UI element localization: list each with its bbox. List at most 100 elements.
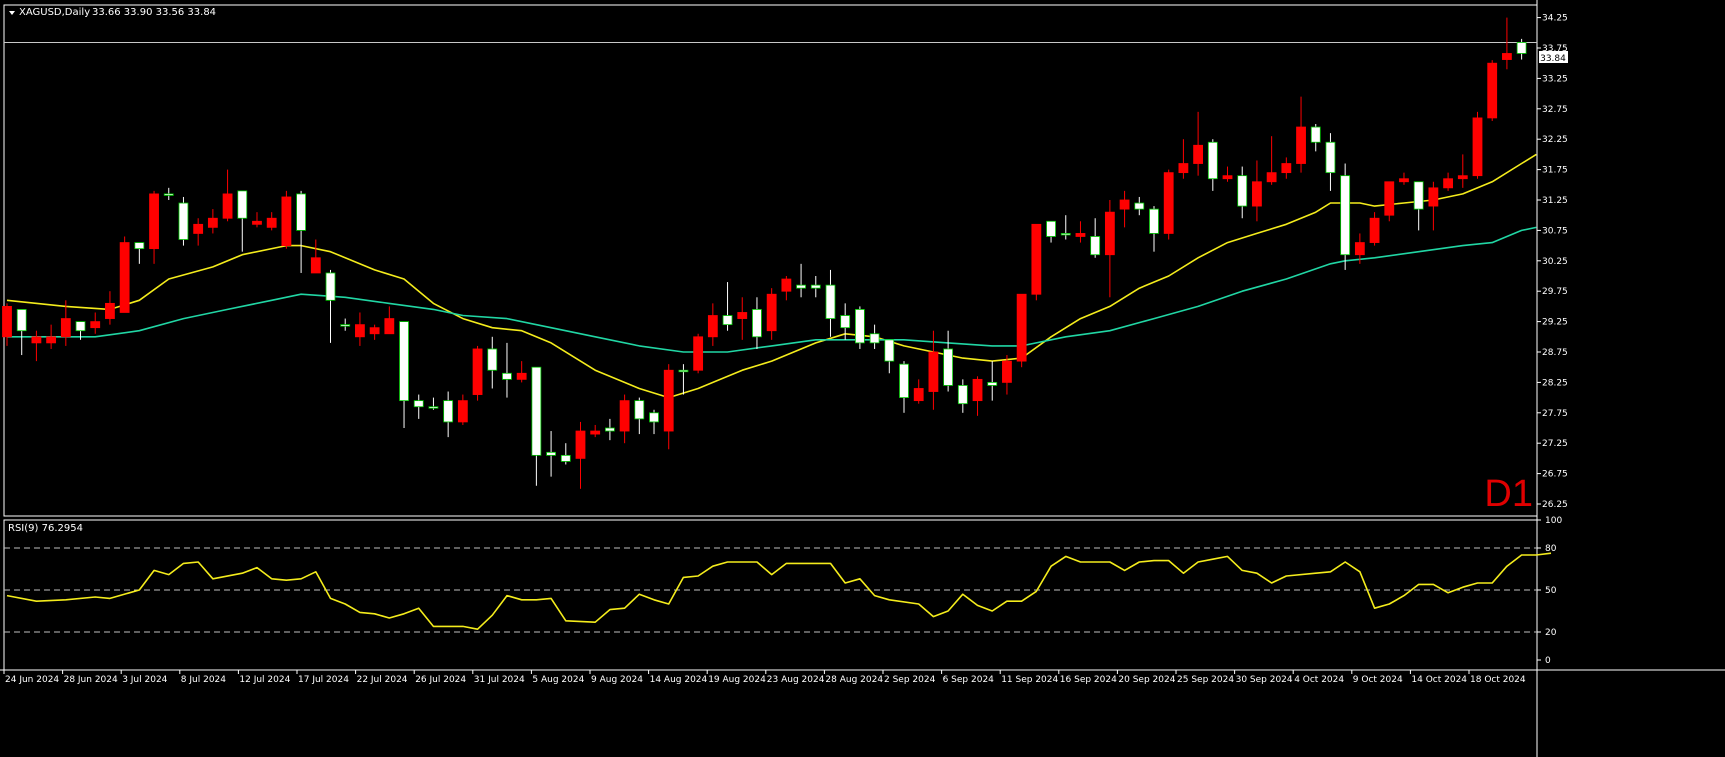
candle-body-bear	[207, 217, 218, 228]
candle	[1369, 212, 1380, 246]
candle	[105, 291, 115, 325]
candle-body-bull	[957, 385, 968, 405]
candle-body-bear	[457, 400, 468, 423]
candle-body-bull	[840, 315, 851, 329]
candle	[31, 330, 42, 362]
candle	[605, 418, 615, 441]
candle	[1178, 139, 1189, 179]
candle	[1384, 181, 1395, 222]
current-price-marker: 33.84	[1539, 51, 1568, 64]
time-tick-label: 20 Sep 2024	[1118, 675, 1175, 685]
candle-body-bull	[134, 242, 145, 250]
candle-body-bull	[678, 369, 689, 373]
candle-body-bull	[75, 321, 86, 332]
candle	[678, 364, 689, 395]
candle-body-bull	[796, 284, 806, 289]
candle-body-bear	[781, 278, 792, 292]
candle	[487, 336, 498, 389]
time-tick-label: 28 Aug 2024	[825, 675, 883, 685]
time-tick-label: 30 Sep 2024	[1236, 675, 1293, 685]
candle	[310, 239, 321, 274]
time-tick-label: 3 Jul 2024	[122, 675, 167, 685]
candle-body-bear	[972, 378, 983, 402]
candle-body-bear	[516, 372, 527, 380]
candle-body-bear	[1031, 223, 1042, 295]
candle	[75, 321, 86, 340]
candle-body-bull	[605, 427, 615, 432]
candle	[163, 187, 174, 200]
candle	[854, 306, 865, 349]
candle-body-bull	[1310, 126, 1321, 143]
candle-body-bear	[1502, 53, 1512, 60]
candle-body-bear	[1163, 172, 1174, 234]
candle	[149, 190, 159, 264]
candle	[222, 169, 233, 222]
main-pane-frame	[3, 4, 1538, 517]
candle-body-bull	[399, 321, 409, 402]
time-tick-label: 28 Jun 2024	[64, 675, 118, 685]
candle	[1046, 220, 1056, 243]
candle-body-bull	[1325, 141, 1336, 174]
candle	[355, 312, 365, 346]
candle-body-bull	[443, 400, 454, 423]
candle	[384, 306, 395, 335]
candle	[796, 263, 806, 298]
rsi-tick-label: 100	[1545, 516, 1562, 526]
candle	[1502, 17, 1512, 70]
candle-body-bear	[663, 369, 674, 432]
candle	[1104, 200, 1115, 298]
candle-body-bear	[766, 293, 777, 332]
candle-body-bear	[222, 193, 233, 219]
candle	[16, 309, 27, 356]
collapse-triangle-icon[interactable]	[9, 11, 15, 15]
price-tick-label: 33.25	[1542, 74, 1568, 84]
candle	[1443, 172, 1453, 191]
candle	[810, 276, 821, 298]
time-tick-label: 6 Sep 2024	[943, 675, 995, 685]
time-tick-label: 14 Aug 2024	[650, 675, 708, 685]
candle-body-bear	[2, 305, 12, 338]
candle-body-bear	[1472, 117, 1483, 177]
candle	[1075, 221, 1086, 243]
candle	[1252, 160, 1262, 222]
candle	[972, 376, 983, 416]
candle	[869, 324, 880, 349]
candle-body-bear	[31, 336, 42, 344]
candle-body-bull	[487, 348, 498, 371]
candle-body-bull	[340, 324, 351, 327]
candle-body-bear	[1266, 172, 1277, 183]
rsi-tick-label: 80	[1545, 544, 1557, 554]
candle	[634, 397, 645, 435]
price-tick-label: 30.25	[1542, 257, 1568, 267]
candle-body-bull	[1060, 233, 1071, 236]
candle-body-bull	[943, 348, 954, 386]
candle-body-bull	[325, 272, 336, 301]
price-tag-box	[1539, 51, 1568, 63]
rsi-tick-label: 20	[1545, 628, 1557, 638]
candle	[825, 269, 836, 337]
price-tick-label: 31.25	[1542, 196, 1568, 206]
candle	[1399, 172, 1409, 185]
rsi-tick-label: 50	[1545, 586, 1557, 596]
candle-body-bear	[1296, 126, 1306, 164]
price-tick-label: 26.75	[1542, 470, 1568, 480]
candle	[1340, 163, 1351, 270]
candle	[1031, 223, 1042, 301]
candle	[1413, 181, 1424, 231]
candle	[237, 190, 248, 252]
candlesticks	[2, 17, 1527, 489]
moving-average-fast	[6, 153, 1537, 399]
candle	[957, 379, 968, 413]
candle	[1354, 233, 1365, 264]
candle	[1266, 136, 1277, 185]
candle	[1060, 215, 1071, 240]
candle-body-bull	[1090, 236, 1101, 256]
candle	[663, 364, 674, 450]
price-tick-label: 29.75	[1542, 287, 1568, 297]
moving-average-slow	[7, 226, 1537, 353]
candle	[619, 394, 630, 444]
time-tick-label: 18 Oct 2024	[1470, 675, 1526, 685]
